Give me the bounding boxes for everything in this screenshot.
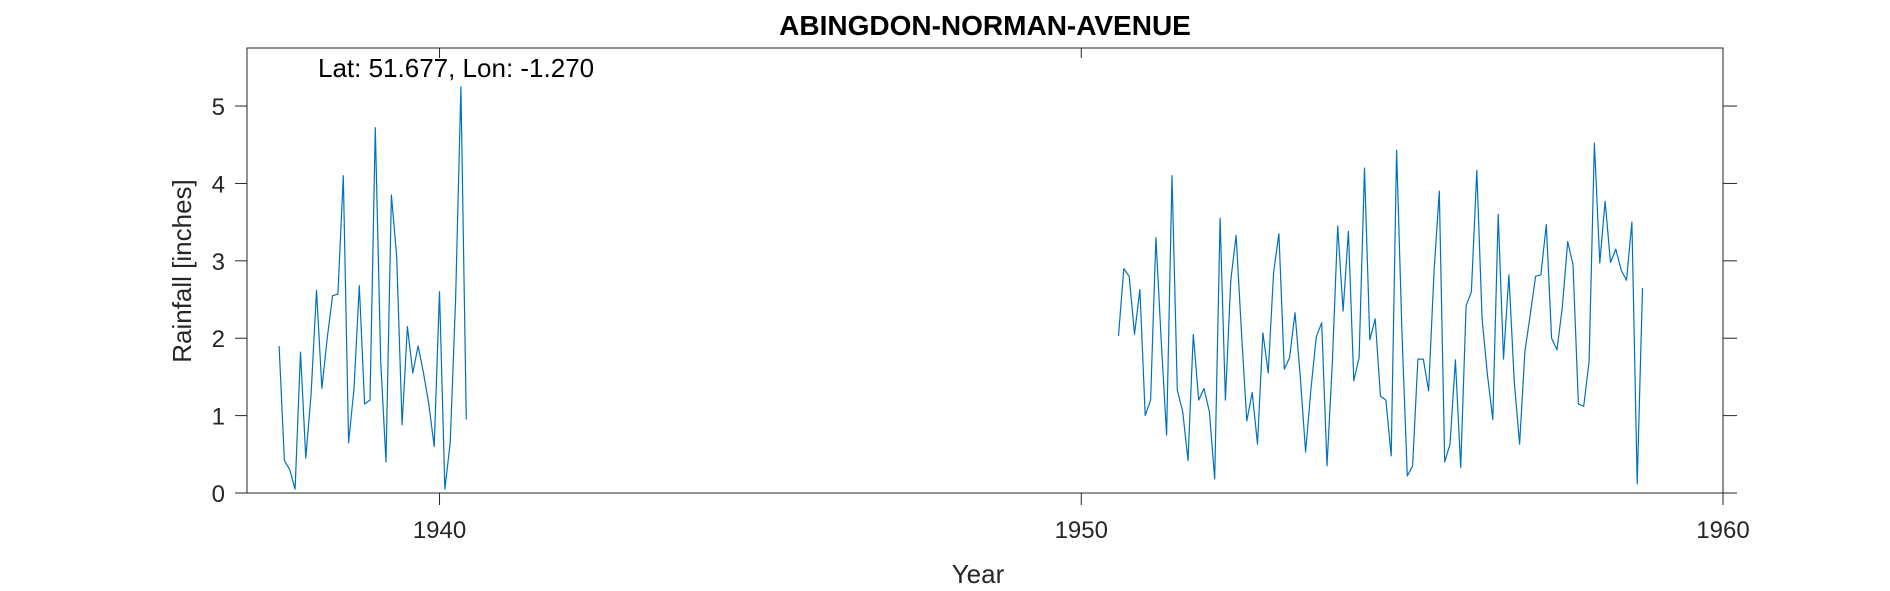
y-tick-label: 5: [212, 94, 225, 121]
x-tick-label: 1940: [413, 517, 466, 544]
x-axis-label: Year: [952, 559, 1005, 589]
location-annotation: Lat: 51.677, Lon: -1.270: [318, 53, 594, 83]
y-tick-label: 4: [212, 171, 225, 198]
y-tick-label: 3: [212, 249, 225, 276]
x-tick-label: 1950: [1055, 517, 1108, 544]
rainfall-series-line-2: [1117, 142, 1644, 485]
chart-title: ABINGDON-NORMAN-AVENUE: [779, 10, 1191, 41]
rainfall-series-line-1: [278, 86, 467, 490]
axis-ticks: 1940 1950 1960 0 1 2 3 4 5: [212, 48, 1750, 544]
x-tick-label: 1960: [1696, 517, 1749, 544]
y-tick-label: 2: [212, 326, 225, 353]
y-tick-label: 1: [212, 404, 225, 431]
y-tick-label: 0: [212, 481, 225, 508]
data-series: [278, 86, 1644, 490]
plot-area-frame: [246, 47, 1724, 494]
y-axis-label: Rainfall [inches]: [167, 179, 197, 363]
